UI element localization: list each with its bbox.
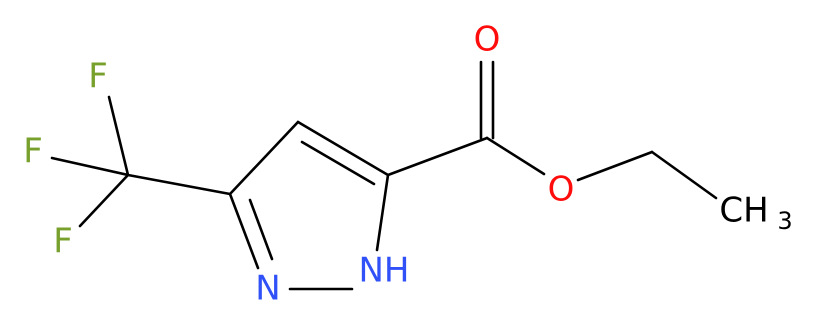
- bond: [386, 136, 489, 177]
- bond: [248, 198, 274, 261]
- atom-label: F: [88, 57, 108, 97]
- bond: [126, 173, 232, 196]
- atom-label: N: [255, 269, 280, 309]
- bond: [300, 140, 376, 186]
- bond: [228, 192, 260, 270]
- bond: [228, 120, 300, 196]
- atom-label: F: [53, 222, 73, 262]
- atom-label: F: [23, 132, 43, 172]
- bond: [485, 136, 546, 176]
- atom-label: NH: [359, 251, 410, 291]
- atom-subscript: 3: [777, 207, 792, 235]
- bond: [650, 150, 718, 200]
- bond: [576, 150, 654, 182]
- atom-labels: F F F N NH O O CH 3: [23, 20, 792, 309]
- bond: [78, 173, 130, 228]
- bond: [375, 173, 390, 252]
- bonds: [50, 60, 718, 291]
- atom-label: O: [474, 20, 501, 60]
- atom-label: CH: [719, 191, 768, 231]
- bond: [296, 120, 390, 177]
- bond: [107, 95, 130, 177]
- bond: [50, 156, 130, 177]
- atom-label: O: [548, 170, 575, 210]
